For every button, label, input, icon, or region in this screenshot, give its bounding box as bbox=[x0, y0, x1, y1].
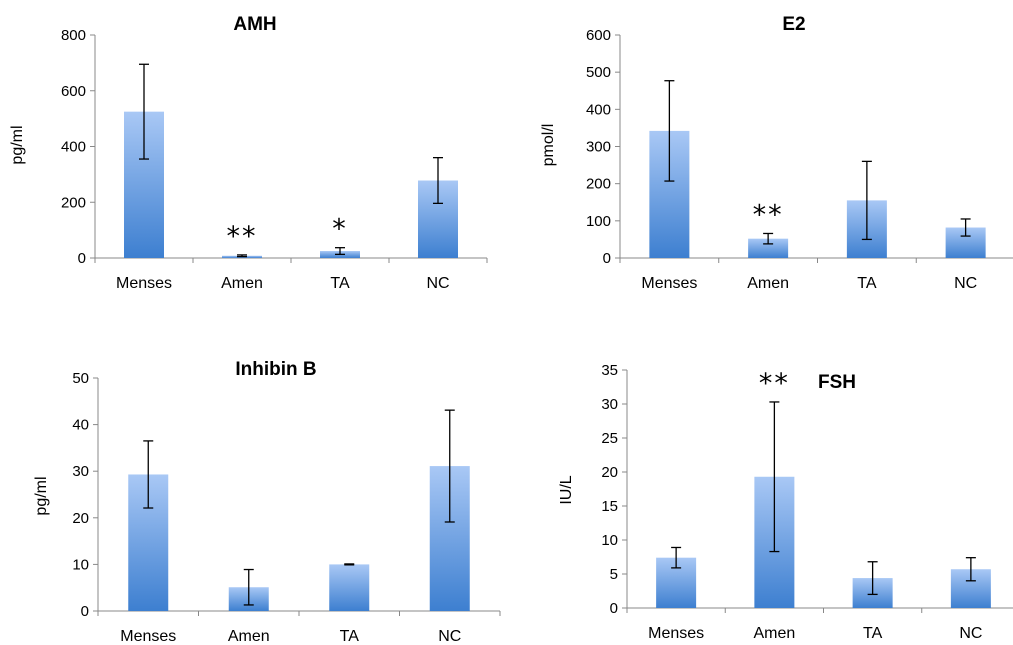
y-tick-label: 500 bbox=[586, 64, 611, 81]
significance-marker: ** bbox=[759, 368, 790, 399]
chart-title: FSH bbox=[818, 372, 856, 393]
x-tick-label: Amen bbox=[228, 628, 270, 645]
bar-ta bbox=[329, 564, 370, 611]
y-tick-label: 15 bbox=[601, 498, 618, 515]
chart-panel-amh: AMH pg/ml 0 200 400 600 800 Menses Amen ** TA * NC bbox=[9, 14, 488, 292]
chart-panel-inhibin-b: Inhibin B pg/ml 0 10 20 30 40 50 Menses Amen TA N… bbox=[33, 359, 501, 645]
y-tick-label: 200 bbox=[61, 194, 86, 211]
chart-panel-e2: E2 pmol/l 0 100 200 300 400 500 600 Menses Amen *… bbox=[540, 14, 1013, 292]
y-tick-label: 35 bbox=[601, 362, 618, 379]
y-tick-label: 20 bbox=[601, 464, 618, 481]
x-tick-label: TA bbox=[863, 625, 883, 642]
bar-amen bbox=[748, 238, 789, 258]
y-tick-label: 100 bbox=[586, 213, 611, 230]
y-tick-label: 400 bbox=[61, 139, 86, 156]
significance-marker: ** bbox=[227, 221, 258, 252]
y-axis-label: IU/L bbox=[558, 475, 575, 504]
y-tick-label: 40 bbox=[72, 417, 89, 434]
x-tick-label: Amen bbox=[747, 275, 789, 292]
x-tick-label: TA bbox=[330, 275, 350, 292]
y-tick-label: 0 bbox=[81, 603, 89, 620]
x-tick-label: NC bbox=[426, 275, 449, 292]
x-tick-label: Amen bbox=[753, 625, 795, 642]
significance-marker: * bbox=[332, 214, 348, 245]
x-tick-label: TA bbox=[340, 628, 360, 645]
y-tick-label: 10 bbox=[72, 556, 89, 573]
y-tick-label: 600 bbox=[61, 83, 86, 100]
y-tick-label: 800 bbox=[61, 27, 86, 44]
y-tick-label: 20 bbox=[72, 510, 89, 527]
y-tick-label: 0 bbox=[610, 600, 618, 617]
y-tick-label: 30 bbox=[72, 463, 89, 480]
x-tick-label: Menses bbox=[648, 625, 704, 642]
y-tick-label: 300 bbox=[586, 139, 611, 156]
x-tick-label: Amen bbox=[221, 275, 263, 292]
chart-title: Inhibin B bbox=[235, 359, 316, 380]
y-tick-label: 30 bbox=[601, 396, 618, 413]
x-tick-label: NC bbox=[959, 625, 982, 642]
chart-title: E2 bbox=[782, 14, 805, 35]
y-axis-label: pg/ml bbox=[9, 125, 26, 164]
chart-panel-fsh: FSH IU/L 0 5 10 15 20 25 30 35 Menses Amen ** TA NC bbox=[558, 362, 1013, 642]
x-tick-label: Menses bbox=[120, 628, 176, 645]
y-tick-label: 200 bbox=[586, 176, 611, 193]
x-tick-label: NC bbox=[438, 628, 461, 645]
y-tick-label: 0 bbox=[603, 250, 611, 267]
x-tick-label: Menses bbox=[641, 275, 697, 292]
chart-title: AMH bbox=[233, 14, 276, 35]
x-tick-label: Menses bbox=[116, 275, 172, 292]
significance-marker: ** bbox=[753, 199, 784, 230]
y-tick-label: 600 bbox=[586, 27, 611, 44]
x-tick-label: NC bbox=[954, 275, 977, 292]
y-axis-label: pmol/l bbox=[540, 124, 557, 167]
y-tick-label: 400 bbox=[586, 101, 611, 118]
y-tick-label: 0 bbox=[78, 250, 86, 267]
y-tick-label: 50 bbox=[72, 370, 89, 387]
x-tick-label: TA bbox=[857, 275, 877, 292]
y-tick-label: 25 bbox=[601, 430, 618, 447]
y-tick-label: 5 bbox=[610, 566, 618, 583]
y-tick-label: 10 bbox=[601, 532, 618, 549]
y-axis-label: pg/ml bbox=[33, 476, 50, 515]
